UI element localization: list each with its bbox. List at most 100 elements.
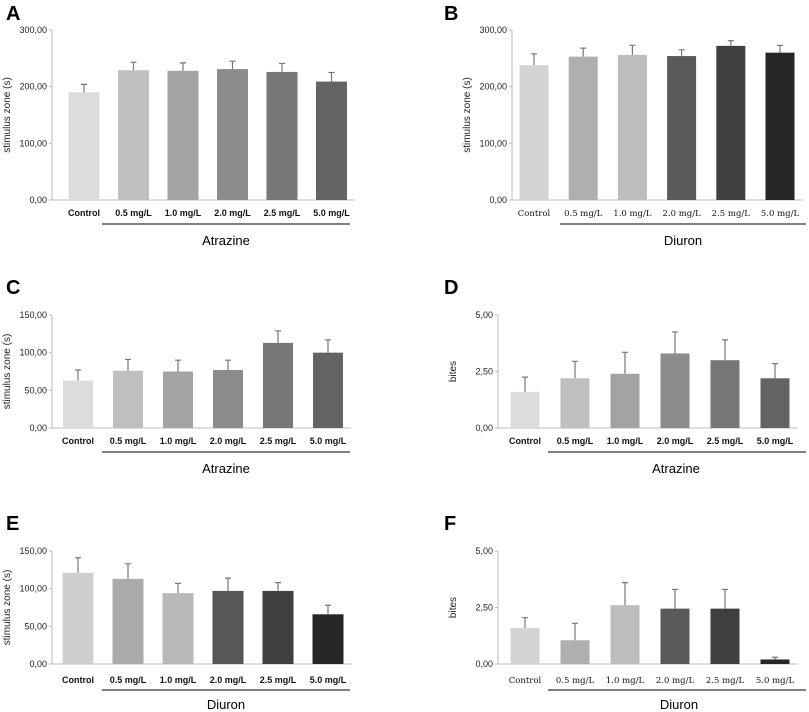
panel-a-bar-2 [118,70,149,200]
panel-a-error-bar-1 [81,83,87,93]
panel-f-error-bar-6 [772,656,778,660]
panel-b-bar-5 [716,45,746,200]
panel-e-letter: E [6,513,19,535]
panel-e-error-bar-2 [125,563,131,579]
panel-f-error-bar-5 [722,588,728,609]
panel-a: A 0,00 100,00 200,00 300,00 stimulus zone (s)… [2,3,355,248]
panel-b-x-tick-label: 0.5 mg/L [564,209,603,219]
panel-d-error-bar-6 [772,362,778,379]
panel-d-y-tick-label: 2,50 [475,367,493,377]
panel-b-bar-3 [617,54,647,200]
panel-e-bar-2 [112,578,144,664]
panel-b-y-tick-label: 300,00 [479,25,507,35]
panel-f-bar-5 [710,608,740,664]
panel-c-x-tick-label: 2.0 mg/L [210,436,247,446]
panel-e-x-tick-label: 1.0 mg/L [160,675,197,685]
panel-c-error-bar-1 [75,369,81,381]
panel-c-y-tick-label: 50,00 [24,385,47,395]
panel-f-x-tick-label: 0.5 mg/L [556,676,595,686]
panel-f-error-bar-3 [622,582,628,606]
panel-d-error-bar-5 [722,339,728,361]
panel-f-error-bar-1 [522,617,528,628]
panel-d-error-bar-2 [572,360,578,379]
panel-f-bar-6 [760,659,790,664]
panel-d-y-tick-label: 5,00 [475,310,493,320]
panel-d-x-tick-label: 2.5 mg/L [707,436,744,446]
panel-c-x-tick-label: 5.0 mg/L [310,436,347,446]
panel-d-x-tick-label: 5.0 mg/L [757,436,794,446]
panel-e-error-bar-5 [275,582,281,591]
panel-f-y-tick-label: 2,50 [475,603,493,613]
panel-c-letter: C [6,277,20,299]
panel-a-error-bar-5 [279,62,285,72]
panel-d-group-label: Atrazine [652,461,700,476]
panel-b-y-axis-title: stimulus zone (s) [462,77,473,153]
panel-a-bar-6 [316,81,347,200]
panel-c-x-tick-label: 2.5 mg/L [260,436,297,446]
panel-c-y-tick-label: 0,00 [29,423,47,433]
panel-b-bar-2 [568,56,598,201]
panel-a-x-tick-label: 5.0 mg/L [313,208,350,218]
panel-c-error-bar-2 [125,358,131,371]
panel-a-x-tick-label: 2.5 mg/L [264,208,301,218]
panel-c-y-axis-title: stimulus zone (s) [2,334,13,410]
panel-e-x-tick-label: 0.5 mg/L [110,675,147,685]
panel-e-group-label: Diuron [207,697,245,712]
panel-a-x-tick-label: Control [68,208,100,218]
panel-e-bar-1 [62,572,94,664]
panel-d-error-bar-3 [622,351,628,374]
panel-e: E 0,00 50,00 100,00 150,00 stimulus zone (s) C… [2,513,352,712]
panel-f-bar-4 [660,608,690,664]
panel-c-error-bar-5 [275,330,281,343]
panel-d-letter: D [444,277,458,299]
panel-a-y-tick-label: 0,00 [29,195,47,205]
panel-f-error-bar-4 [672,588,678,609]
panel-c: C 0,00 50,00 100,00 150,00 stimulus zone (s) C… [2,277,351,476]
panel-b-bar-6 [765,52,795,200]
panel-b-x-tick-label: 1.0 mg/L [613,209,652,219]
panel-e-x-tick-label: Control [62,675,94,685]
panel-a-error-bar-2 [130,61,137,71]
panel-e-bar-4 [212,590,244,664]
panel-c-error-bar-6 [325,339,331,353]
panel-b-x-tick-label: Control [518,209,551,219]
panel-d-error-bar-4 [672,331,678,354]
panel-a-x-tick-label: 2.0 mg/L [214,208,251,218]
panel-a-y-tick-label: 200,00 [19,82,47,92]
panel-e-bar-6 [312,614,344,664]
panel-a-error-bar-4 [229,60,236,70]
panel-b: B 0,00 100,00 200,00 300,00 stimulus zone (s)… [444,3,806,248]
panel-b-x-tick-label: 2.0 mg/L [662,209,701,219]
panel-d: D 0,00 2,50 5,00 bites Control 0.5 mg/L 1.0 mg/… [444,277,806,476]
panel-e-y-tick-label: 100,00 [19,584,47,594]
panel-b-y-tick-label: 200,00 [479,82,507,92]
panel-a-x-tick-label: 0.5 mg/L [115,208,152,218]
panel-e-x-tick-label: 2.5 mg/L [260,675,297,685]
panel-f-x-tick-label: 1.0 mg/L [606,676,645,686]
panel-d-bar-1 [510,391,540,428]
panel-c-error-bar-3 [175,359,181,372]
panel-f-x-tick-label: 2.0 mg/L [656,676,695,686]
panel-a-group-label: Atrazine [202,233,250,248]
panel-a-y-axis-title: stimulus zone (s) [2,77,13,153]
panel-b-x-tick-label: 5.0 mg/L [761,209,800,219]
panel-e-y-tick-label: 50,00 [24,621,47,631]
panel-d-x-tick-label: 0.5 mg/L [557,436,594,446]
panel-b-error-bar-6 [777,44,783,53]
panel-e-error-bar-4 [225,577,231,591]
panel-f-y-axis-title: bites [448,597,459,618]
panel-a-bar-3 [167,70,199,200]
panel-d-error-bar-1 [522,376,528,392]
panel-c-bar-1 [63,380,93,428]
panel-c-y-tick-label: 150,00 [19,310,47,320]
panel-b-bar-4 [667,56,697,200]
panel-c-y-tick-label: 100,00 [19,348,47,358]
panel-d-y-tick-label: 0,00 [475,423,493,433]
panel-c-x-tick-label: 1.0 mg/L [160,436,197,446]
panel-c-bar-2 [113,370,143,428]
panel-d-y-axis-title: bites [448,361,459,382]
panel-b-bar-1 [519,65,549,200]
panel-b-error-bar-4 [678,49,685,57]
panel-f-x-tick-label: 5.0 mg/L [756,676,795,686]
